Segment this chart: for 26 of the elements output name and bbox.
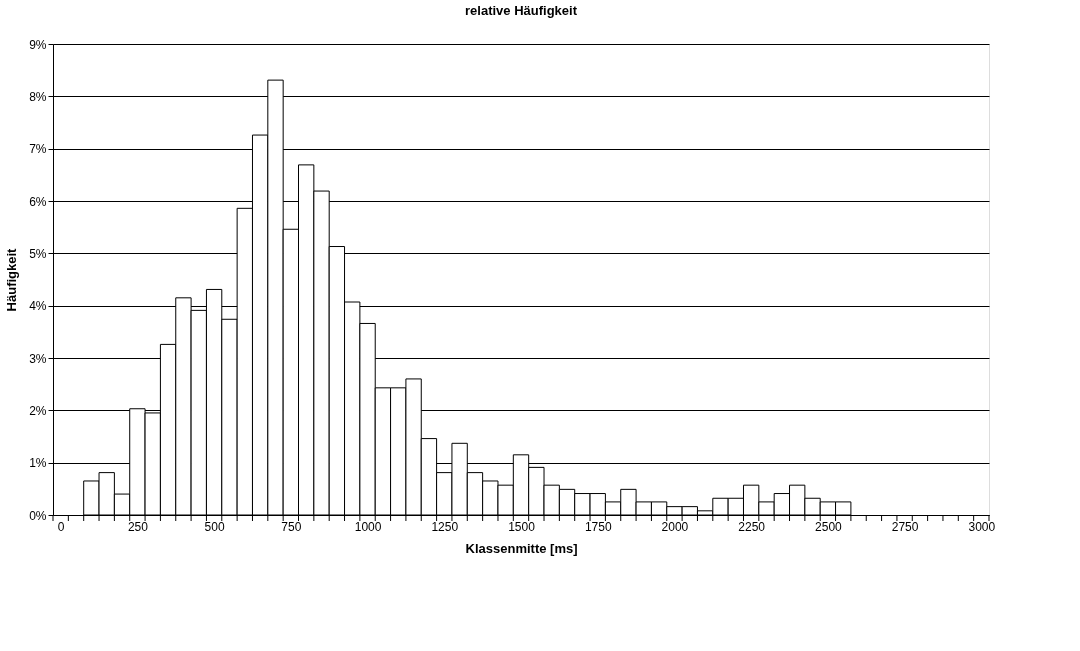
x-tick-label: 2750 — [891, 519, 919, 534]
x-tick-label: 3000 — [968, 519, 996, 534]
chart-title: relative Häufigkeit — [465, 3, 578, 18]
y-tick-label: 2% — [29, 403, 47, 418]
x-tick-label: 1500 — [508, 519, 536, 534]
y-tick-label: 4% — [29, 299, 47, 314]
y-tick-label: 7% — [29, 142, 47, 157]
y-tick-label: 1% — [29, 456, 47, 471]
x-tick-label: 2250 — [738, 519, 766, 534]
x-tick-label: 1000 — [354, 519, 382, 534]
y-tick-label: 6% — [29, 194, 47, 209]
x-tick-label: 1750 — [584, 519, 612, 534]
x-tick-label: 250 — [127, 519, 149, 534]
y-tick-label: 0% — [29, 508, 47, 523]
x-tick-label: 0 — [57, 519, 65, 534]
y-tick-label: 8% — [29, 89, 47, 104]
y-tick-label: 3% — [29, 351, 47, 366]
x-tick-label: 2500 — [815, 519, 843, 534]
y-axis-title: Häufigkeit — [4, 247, 20, 312]
x-tick-label: 500 — [204, 519, 225, 534]
x-tick-label: 2000 — [661, 519, 689, 534]
y-tick-label: 9% — [29, 37, 47, 52]
y-tick-label: 5% — [29, 246, 47, 261]
x-tick-label: 1250 — [431, 519, 459, 534]
x-axis-title: Klassenmitte [ms] — [465, 540, 578, 556]
x-tick-label: 750 — [281, 519, 302, 534]
